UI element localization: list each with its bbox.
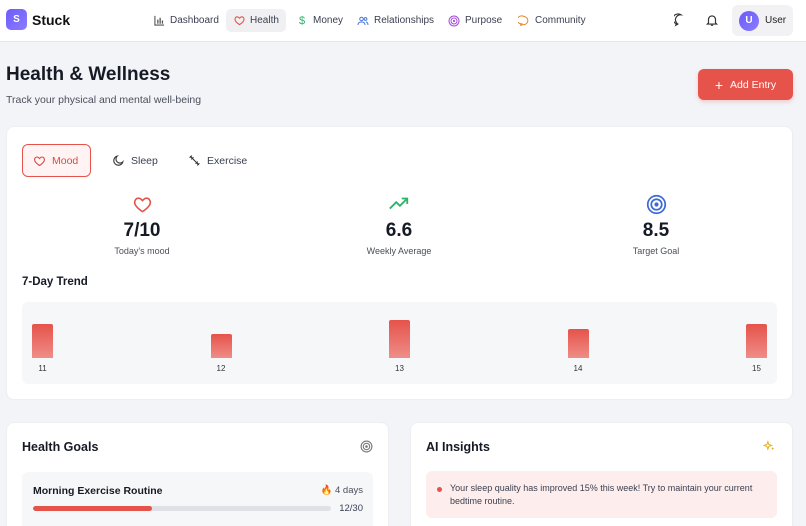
heart-icon bbox=[42, 193, 242, 215]
trend-bar bbox=[32, 324, 53, 358]
goal-progress-fill bbox=[33, 506, 153, 511]
nav-dashboard[interactable]: Dashboard bbox=[146, 9, 226, 32]
bell-icon[interactable] bbox=[704, 12, 720, 28]
trend-title: 7-Day Trend bbox=[22, 276, 88, 288]
nav-money[interactable]: $ Money bbox=[289, 9, 350, 32]
user-name: User bbox=[765, 15, 787, 26]
nav-community[interactable]: Community bbox=[511, 9, 593, 32]
tab-sleep[interactable]: Sleep bbox=[102, 144, 168, 177]
flame-icon: 🔥 bbox=[320, 485, 333, 496]
health-goals-title: Health Goals bbox=[22, 440, 99, 454]
moon-icon bbox=[112, 154, 125, 167]
bullet-dot bbox=[437, 487, 442, 492]
trend-bar-label: 13 bbox=[395, 364, 404, 373]
trend-bar bbox=[746, 324, 767, 358]
tab-sleep-label: Sleep bbox=[131, 154, 158, 167]
logo-badge[interactable]: S bbox=[6, 9, 27, 30]
avatar: U bbox=[739, 10, 759, 31]
app-name[interactable]: Stuck bbox=[32, 12, 71, 28]
stat-label: Target Goal bbox=[632, 246, 680, 256]
nav-dashboard-label: Dashboard bbox=[170, 15, 219, 26]
dollar-icon: $ bbox=[298, 14, 306, 27]
stat-label: Today's mood bbox=[114, 246, 170, 256]
chat-icon bbox=[518, 14, 530, 27]
nav-money-label: Money bbox=[313, 15, 344, 26]
target-icon bbox=[448, 15, 460, 27]
nav-health-label: Health bbox=[250, 15, 279, 26]
tab-mood[interactable]: Mood bbox=[22, 144, 91, 177]
sparkles-icon bbox=[762, 440, 776, 458]
stat-value: 7/10 bbox=[123, 220, 161, 241]
trend-bar-label: 14 bbox=[573, 364, 583, 373]
goal-count: 12/30 bbox=[339, 503, 363, 514]
trend-bar bbox=[210, 334, 232, 358]
nav-health[interactable]: Health bbox=[226, 9, 286, 32]
user-menu-button[interactable]: U User bbox=[732, 5, 793, 36]
page-title: Health & Wellness bbox=[6, 64, 171, 85]
nav-relationships-label: Relationships bbox=[374, 15, 435, 26]
stat-target-goal: 8.5 Target Goal bbox=[556, 193, 756, 256]
goal-name: Morning Exercise Routine bbox=[33, 485, 163, 497]
trending-up-icon bbox=[299, 193, 499, 215]
add-entry-label: Add Entry bbox=[730, 78, 777, 91]
stat-weekly-average: 6.6 Weekly Average bbox=[299, 193, 499, 256]
top-navbar: S Stuck Dashboard Health $ Money Relatio… bbox=[0, 0, 806, 42]
users-icon bbox=[357, 15, 369, 27]
tab-mood-label: Mood bbox=[52, 154, 79, 167]
trend-chart: 11 12 13 14 15 bbox=[22, 302, 777, 384]
insight-item: Your sleep quality has improved 15% this… bbox=[426, 471, 777, 518]
nav-purpose[interactable]: Purpose bbox=[441, 9, 509, 32]
target-icon bbox=[360, 440, 373, 458]
goal-streak-label: 4 days bbox=[335, 485, 363, 496]
dumbbell-icon bbox=[188, 154, 201, 167]
plus-icon: + bbox=[714, 76, 724, 93]
trend-bar bbox=[389, 319, 410, 358]
heart-icon bbox=[33, 155, 46, 167]
stat-value: 8.5 bbox=[642, 220, 670, 241]
target-icon bbox=[556, 193, 756, 215]
nav-relationships[interactable]: Relationships bbox=[350, 9, 441, 32]
heart-icon bbox=[233, 15, 245, 27]
goal-item[interactable]: Morning Exercise Routine 🔥 4 days 12/30 bbox=[22, 472, 373, 526]
trend-bar-label: 15 bbox=[752, 364, 761, 373]
add-entry-button[interactable]: + Add Entry bbox=[698, 69, 793, 100]
trend-bar-label: 12 bbox=[216, 364, 226, 373]
goal-streak: 🔥 4 days bbox=[321, 485, 363, 496]
messages-icon[interactable] bbox=[673, 12, 689, 28]
stat-label: Weekly Average bbox=[366, 246, 432, 256]
goal-progress-track bbox=[33, 506, 331, 511]
stat-value: 6.6 bbox=[385, 220, 413, 241]
bar-chart-icon bbox=[153, 15, 165, 27]
trend-bar-label: 11 bbox=[38, 364, 47, 373]
trend-bar bbox=[567, 329, 589, 358]
tab-exercise-label: Exercise bbox=[207, 154, 248, 167]
ai-insights-title: AI Insights bbox=[426, 440, 490, 454]
nav-community-label: Community bbox=[535, 15, 586, 26]
tab-exercise[interactable]: Exercise bbox=[178, 144, 257, 177]
stat-today-mood: 7/10 Today's mood bbox=[42, 193, 242, 256]
page-subtitle: Track your physical and mental well-bein… bbox=[6, 94, 202, 106]
insight-text: Your sleep quality has improved 15% this… bbox=[450, 483, 753, 506]
nav-purpose-label: Purpose bbox=[465, 15, 503, 26]
